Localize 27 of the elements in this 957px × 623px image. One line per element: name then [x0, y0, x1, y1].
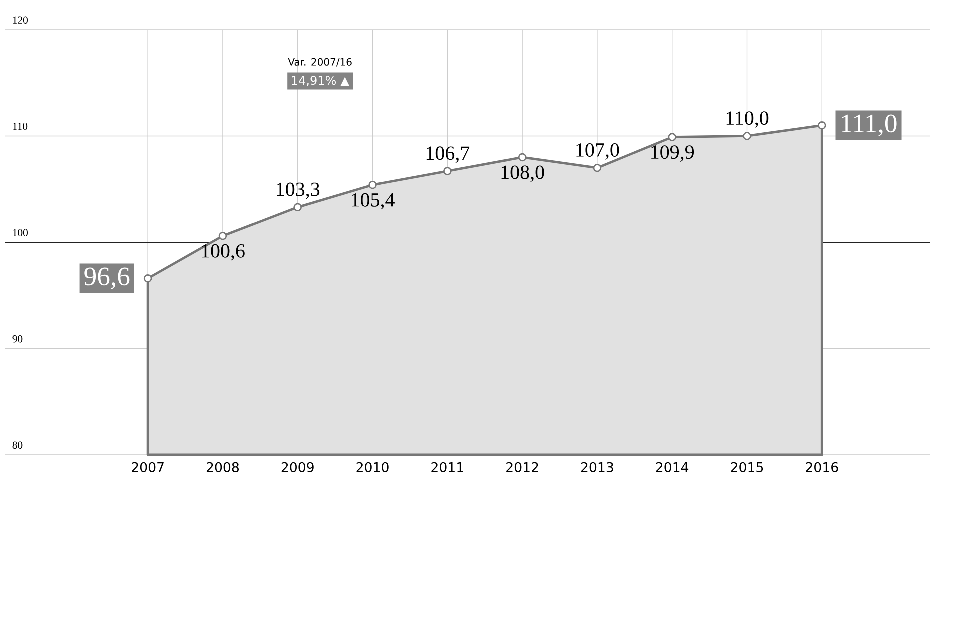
y-tick-label: 90 — [12, 336, 23, 343]
x-tick-label: 2012 — [506, 462, 538, 472]
data-label: 111,0 — [842, 114, 897, 137]
x-tick-label: 2009 — [282, 462, 314, 472]
annotation: 14,91% ▲ — [292, 76, 350, 86]
x-tick-label: 2011 — [432, 462, 464, 472]
data-label: 103,3 — [277, 182, 320, 200]
x-tick-label: 2014 — [656, 462, 689, 472]
x-tick-label: 2015 — [731, 462, 764, 472]
x-tick-label: 2013 — [581, 462, 614, 472]
data-label: 105,4 — [352, 193, 395, 210]
y-tick-label: 100 — [13, 229, 28, 236]
data-label: 106,7 — [426, 146, 470, 164]
data-label: 110,0 — [726, 112, 769, 128]
annotation: Var. 2007/16 — [288, 58, 352, 67]
y-tick-label: 120 — [13, 16, 28, 24]
data-label: 100,6 — [202, 244, 245, 261]
x-tick-label: 2010 — [356, 462, 389, 472]
y-tick-label: 110 — [13, 123, 28, 130]
data-label: 96,6 — [84, 268, 130, 290]
data-label: 107,0 — [576, 143, 620, 160]
x-tick-label: 2007 — [132, 462, 164, 472]
x-tick-label: 2008 — [206, 462, 240, 472]
y-tick-label: 80 — [12, 442, 23, 449]
data-label: 108,0 — [502, 166, 544, 182]
data-label: 109,9 — [652, 146, 694, 162]
x-tick-label: 2016 — [806, 462, 838, 472]
